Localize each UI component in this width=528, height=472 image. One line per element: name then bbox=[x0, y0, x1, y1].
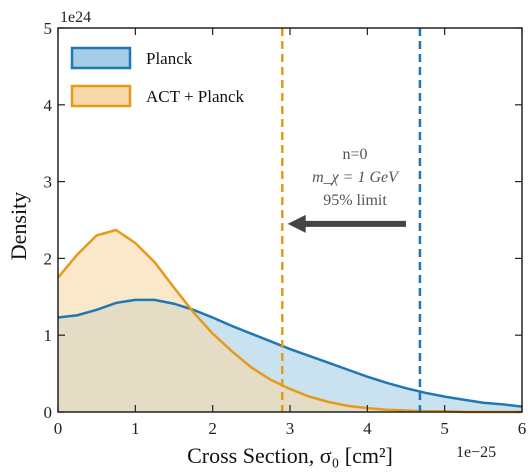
x-tick-label: 5 bbox=[440, 419, 449, 438]
legend-swatch-planck bbox=[70, 46, 132, 70]
x-tick-label: 4 bbox=[363, 419, 372, 438]
line-planck bbox=[57, 298, 523, 408]
y-tick-label: 0 bbox=[44, 403, 53, 422]
y-tick-label: 3 bbox=[44, 173, 53, 192]
annotation: n=0 m_χ = 1 GeV 95% limit bbox=[312, 146, 400, 209]
y-scale-label: 1e24 bbox=[60, 9, 91, 26]
x-tick-label: 0 bbox=[54, 419, 63, 438]
x-scale-label: 1e−25 bbox=[456, 444, 496, 461]
x-tick-label: 6 bbox=[518, 419, 527, 438]
annotation-line-3: 95% limit bbox=[323, 192, 387, 209]
x-axis-title: Cross Section, σ₀ [cm²] bbox=[187, 443, 393, 468]
legend: Planck ACT + Planck bbox=[70, 46, 245, 108]
area-act-planck bbox=[58, 229, 522, 412]
legend-label-act-planck: ACT + Planck bbox=[146, 87, 245, 106]
y-tick-label: 5 bbox=[44, 19, 53, 38]
arrow-head bbox=[287, 214, 306, 233]
x-tick-label: 2 bbox=[208, 419, 217, 438]
x-tick-label: 1 bbox=[131, 419, 140, 438]
legend-label-planck: Planck bbox=[146, 49, 193, 68]
legend-swatch-act-planck bbox=[70, 84, 132, 108]
y-tick-label: 4 bbox=[44, 96, 53, 115]
x-tick-label: 3 bbox=[286, 419, 295, 438]
y-tick-label: 2 bbox=[44, 249, 53, 268]
y-tick-label: 1 bbox=[44, 326, 53, 345]
y-axis-title: Density bbox=[6, 192, 31, 260]
annotation-line-2: m_χ = 1 GeV bbox=[312, 169, 400, 186]
plot-layer: 0 1 2 3 4 5 6 0 1 2 3 4 5 bbox=[44, 19, 527, 438]
annotation-line-1: n=0 bbox=[342, 146, 367, 163]
